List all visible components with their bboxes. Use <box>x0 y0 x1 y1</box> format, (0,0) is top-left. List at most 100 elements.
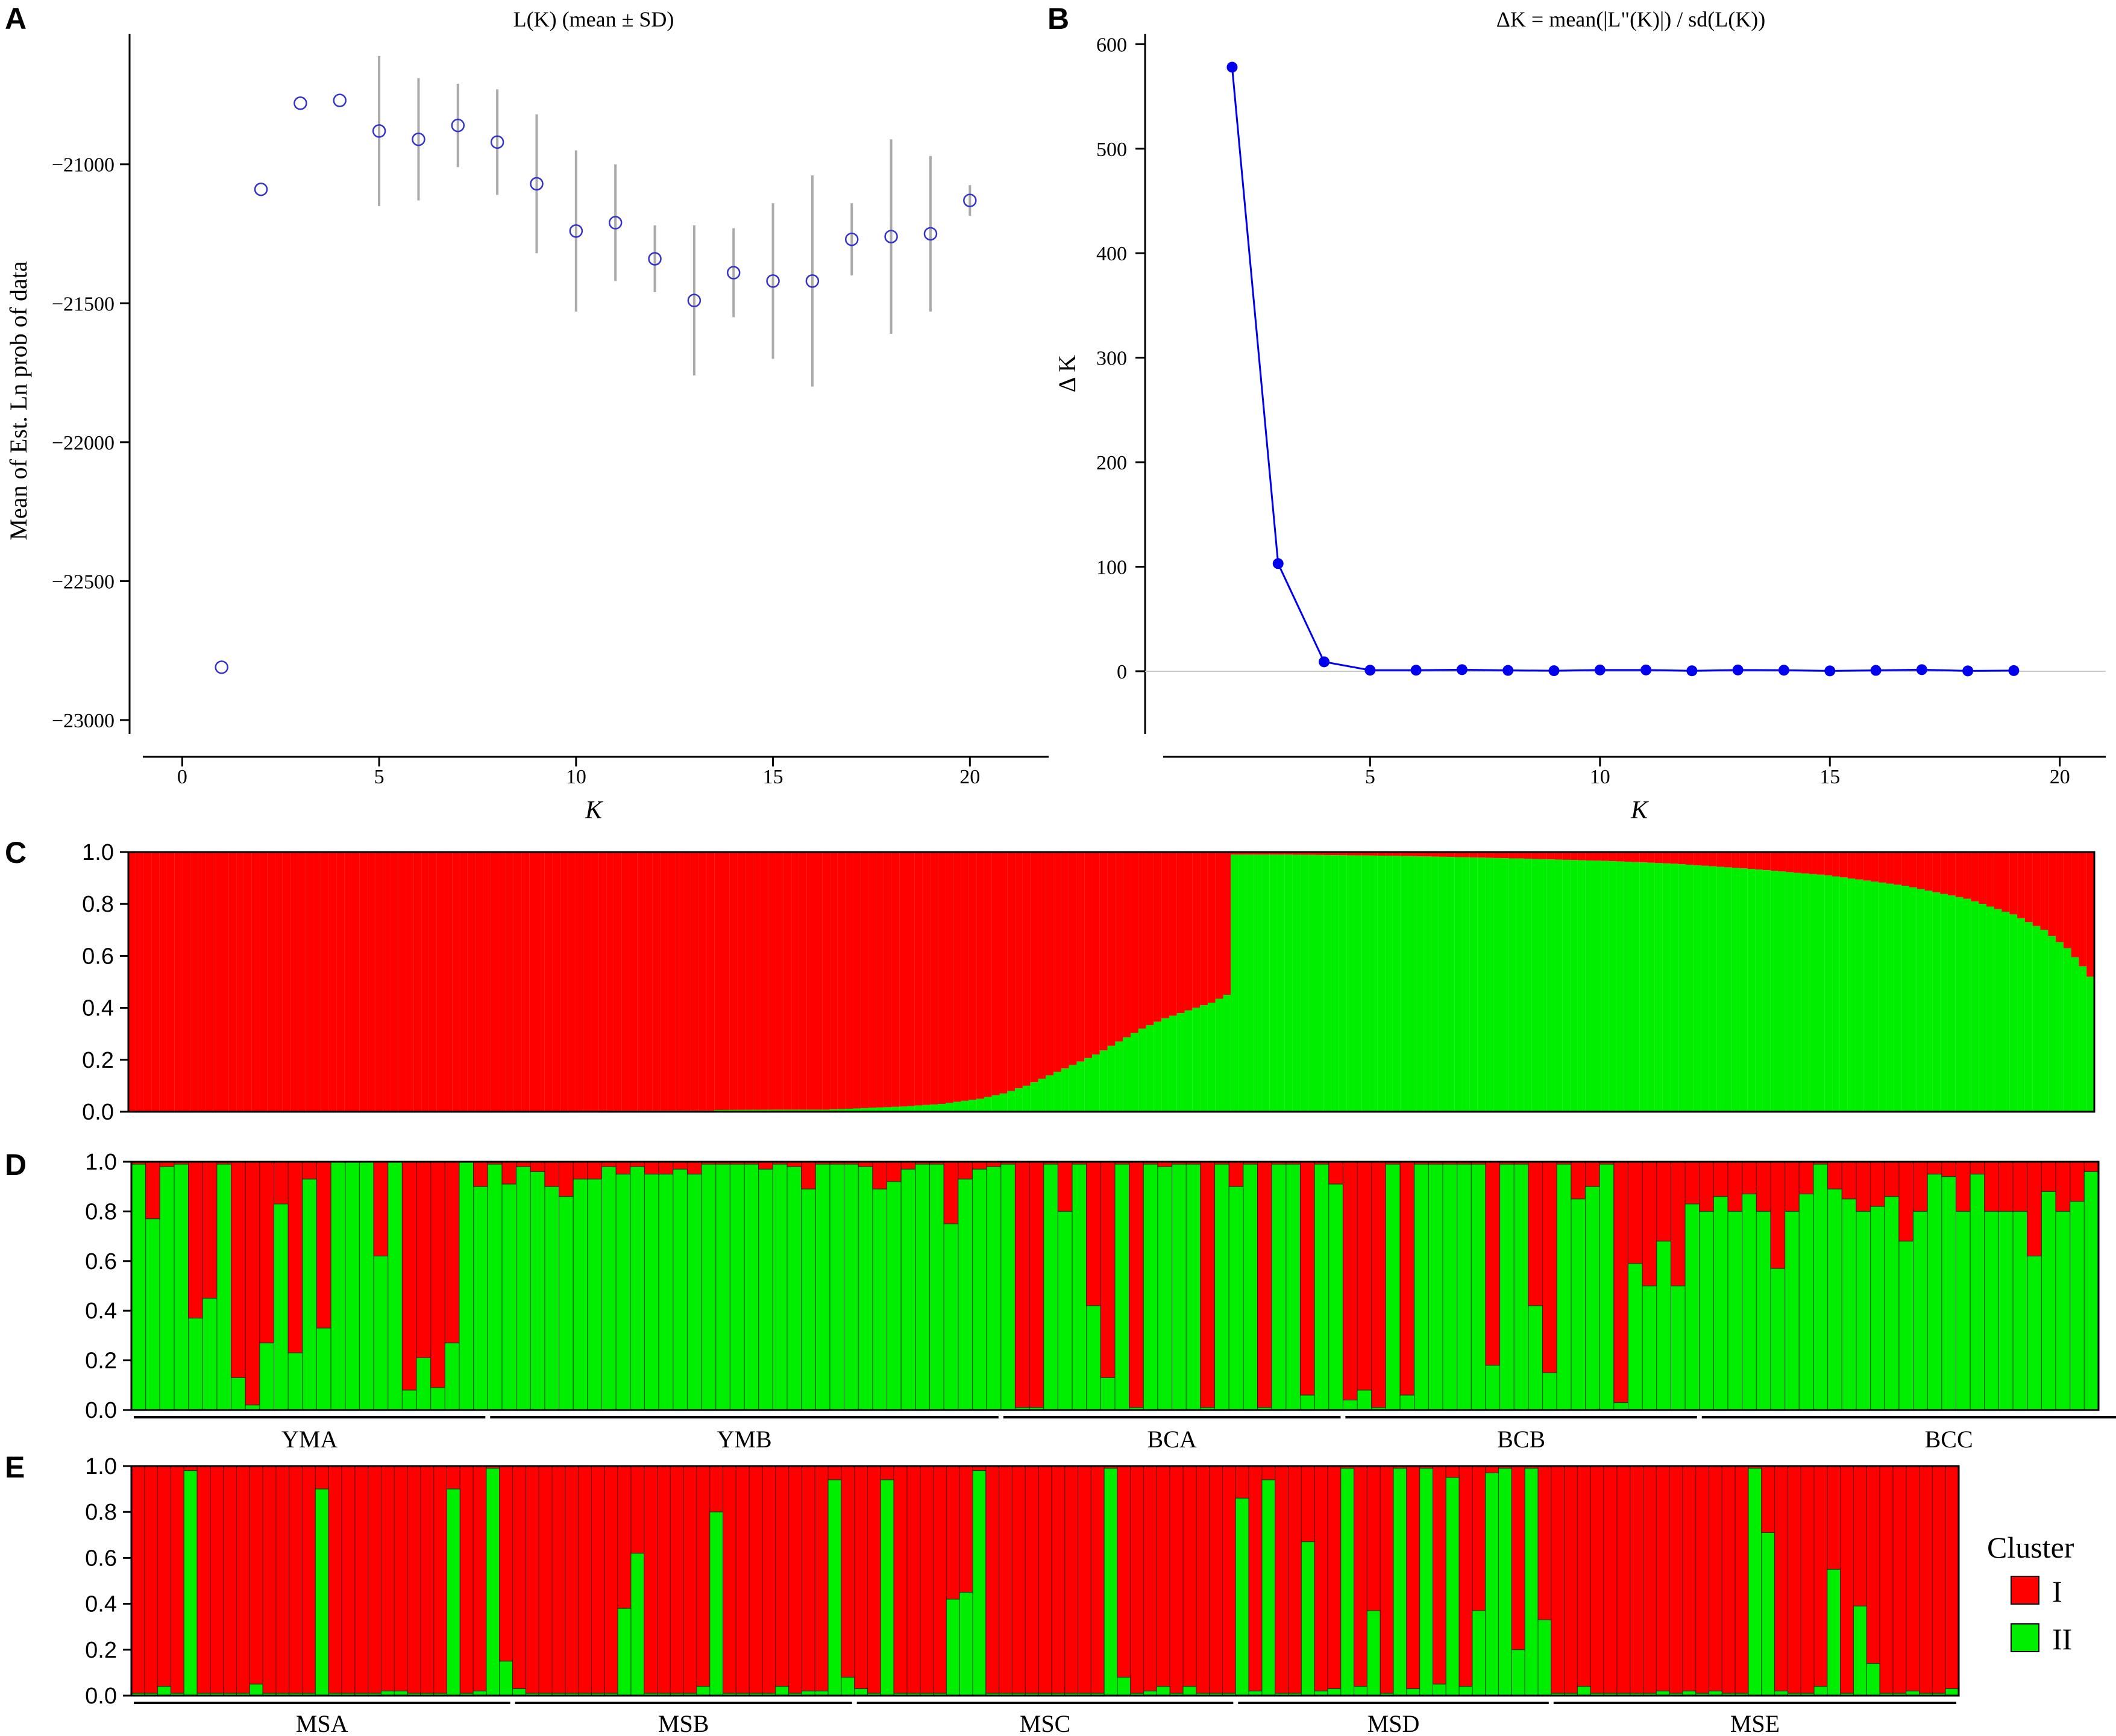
panel-c-bar-cluster-ii <box>1662 863 1671 1112</box>
panel-e-bar-cluster-i <box>354 1465 369 1694</box>
panel-c-bar-cluster-i <box>1709 852 1717 866</box>
panel-c-bar-cluster-ii <box>1863 880 1871 1112</box>
panel-c-bar-cluster-i <box>1562 852 1571 860</box>
panel-c-bar-cluster-i <box>1215 852 1223 999</box>
panel-a-x-tick-label: 10 <box>566 766 586 788</box>
panel-e-bar-cluster-ii <box>499 1661 513 1696</box>
panel-d-bar-cluster-i <box>544 1161 560 1187</box>
panel-d-bar-cluster-i <box>2083 1161 2099 1172</box>
panel-c-bar-cluster-ii <box>1639 862 1648 1112</box>
panel-a-x-tick-label: 0 <box>177 766 187 788</box>
panel-d-bar-cluster-ii <box>815 1164 830 1411</box>
panel-c-bar-cluster-i <box>1223 852 1231 995</box>
panel-d-bar-cluster-ii <box>715 1164 730 1411</box>
panel-e-bar-cluster-ii <box>1524 1468 1539 1696</box>
panel-e-bar-cluster-i <box>1774 1465 1788 1691</box>
panel-d-bar-cluster-ii <box>1556 1164 1572 1411</box>
panel-d-bar-cluster-ii <box>1299 1394 1315 1411</box>
panel-c-bar-cluster-i <box>1339 852 1347 856</box>
panel-e-bar-cluster-i <box>1735 1465 1749 1694</box>
panel-a-point <box>294 96 307 110</box>
panel-c-bar-cluster-i <box>1176 852 1185 1014</box>
panel-c-bar-cluster-ii <box>799 1109 807 1112</box>
panel-d-bar-cluster-ii <box>330 1161 346 1411</box>
panel-d-bar-cluster-i <box>274 1161 289 1205</box>
panel-c-bar-cluster-i <box>1577 852 1586 860</box>
panel-e-group-label: MSC <box>1020 1710 1071 1736</box>
panel-c-bar-cluster-ii <box>1231 854 1239 1112</box>
panel-e-bar-cluster-ii <box>709 1511 724 1696</box>
panel-d-bar-cluster-ii <box>1114 1164 1130 1411</box>
panel-e-bar-cluster-ii <box>841 1677 855 1696</box>
panel-c-bar-cluster-ii <box>2001 912 2010 1112</box>
panel-c-bar-cluster-ii <box>1570 860 1578 1112</box>
panel-c-bar-cluster-ii <box>1022 1085 1031 1112</box>
panel-c-bar-cluster-i <box>783 852 792 1110</box>
panel-c-bar-cluster-i <box>969 852 977 1100</box>
panel-c-bar-cluster-ii <box>1493 857 1501 1112</box>
panel-c-bar-cluster-i <box>606 852 614 1111</box>
panel-e-bar-cluster-i <box>1866 1465 1880 1664</box>
panel-d-bar-cluster-i <box>1955 1161 1971 1212</box>
panel-d-bar-cluster-ii <box>958 1179 973 1411</box>
panel-c-bar-cluster-ii <box>1585 860 1593 1112</box>
panel-e-bar-cluster-i <box>223 1465 237 1694</box>
panel-c-bar-cluster-i <box>791 852 799 1110</box>
panel-b-point <box>1548 665 1560 677</box>
panel-e-bar-cluster-i <box>315 1465 329 1490</box>
panel-c-bar-cluster-ii <box>1878 882 1886 1112</box>
panel-d-bar-cluster-i <box>2041 1161 2056 1192</box>
panel-c-bar-cluster-ii <box>2009 914 2018 1112</box>
panel-d-bar-cluster-i <box>758 1161 773 1170</box>
panel-e-bar-cluster-i <box>1682 1465 1697 1691</box>
panel-a-point <box>963 193 977 207</box>
panel-b-ylabel: Δ K <box>1053 355 1081 393</box>
panel-d-bar-cluster-i <box>1998 1161 2014 1212</box>
panel-c-bar-cluster-i <box>1616 852 1624 862</box>
panel-d-bar-cluster-ii <box>1785 1211 1800 1411</box>
panel-c-bar-cluster-i <box>799 852 807 1110</box>
panel-d-bar-cluster-ii <box>1856 1211 1871 1411</box>
panel-d-bar-cluster-ii <box>1428 1164 1443 1411</box>
panel-e-bar-cluster-ii <box>1393 1468 1407 1696</box>
panel-e-bar-cluster-ii <box>946 1599 960 1696</box>
panel-c-bar-cluster-i <box>2086 852 2094 977</box>
panel-c-bar-cluster-i <box>498 852 506 1111</box>
panel-c-bar-cluster-ii <box>876 1107 884 1112</box>
panel-c-bar-cluster-ii <box>1115 1041 1123 1112</box>
panel-c-bar-cluster-i <box>876 852 884 1108</box>
panel-c-bar-cluster-i <box>768 852 776 1110</box>
panel-a-y-tick-label: −22000 <box>52 432 115 454</box>
panel-c-bar-cluster-ii <box>1084 1058 1093 1112</box>
panel-d-bar-cluster-ii <box>1271 1164 1287 1411</box>
panel-c-bar-cluster-i <box>683 852 691 1111</box>
panel-c-bar-cluster-i <box>1631 852 1640 862</box>
panel-b-y-tick-label: 300 <box>1096 348 1127 370</box>
panel-d-bar-cluster-ii <box>1955 1211 1971 1411</box>
panel-c-bar-cluster-ii <box>1284 854 1293 1112</box>
panel-e-bar-cluster-i <box>1800 1465 1815 1694</box>
panel-e-bar-cluster-ii <box>1419 1468 1433 1696</box>
panel-c-bar-cluster-ii <box>753 1109 761 1112</box>
panel-a-point <box>569 224 583 238</box>
panel-c-bar-cluster-i <box>2056 852 2064 942</box>
panel-c-bar-cluster-ii <box>1686 865 1694 1112</box>
panel-c-bar-cluster-i <box>560 852 568 1111</box>
panel-a-point <box>530 177 544 191</box>
panel-d-bar-cluster-ii <box>2041 1191 2056 1411</box>
panel-e-bar-cluster-i <box>1432 1465 1446 1685</box>
panel-d-bar-cluster-ii <box>1471 1164 1486 1411</box>
panel-c-bar-cluster-i <box>806 852 815 1110</box>
panel-d-bar-cluster-i <box>1571 1161 1586 1200</box>
panel-c-bar-cluster-i <box>930 852 938 1105</box>
panel-d-bar-cluster-i <box>1856 1161 1871 1212</box>
panel-c-bar-cluster-i <box>1693 852 1701 865</box>
panel-c-bar-cluster-i <box>1755 852 1763 870</box>
panel-d-bar-cluster-ii <box>587 1179 603 1411</box>
panel-c-bar-cluster-i <box>1894 852 1902 885</box>
panel-c-bar-cluster-ii <box>1894 885 1902 1112</box>
panel-c-bar-cluster-ii <box>1963 898 1971 1112</box>
panel-c-bar-cluster-ii <box>1924 891 1933 1112</box>
panel-a-point <box>845 232 859 246</box>
panel-c-bar-cluster-ii <box>2024 922 2033 1112</box>
